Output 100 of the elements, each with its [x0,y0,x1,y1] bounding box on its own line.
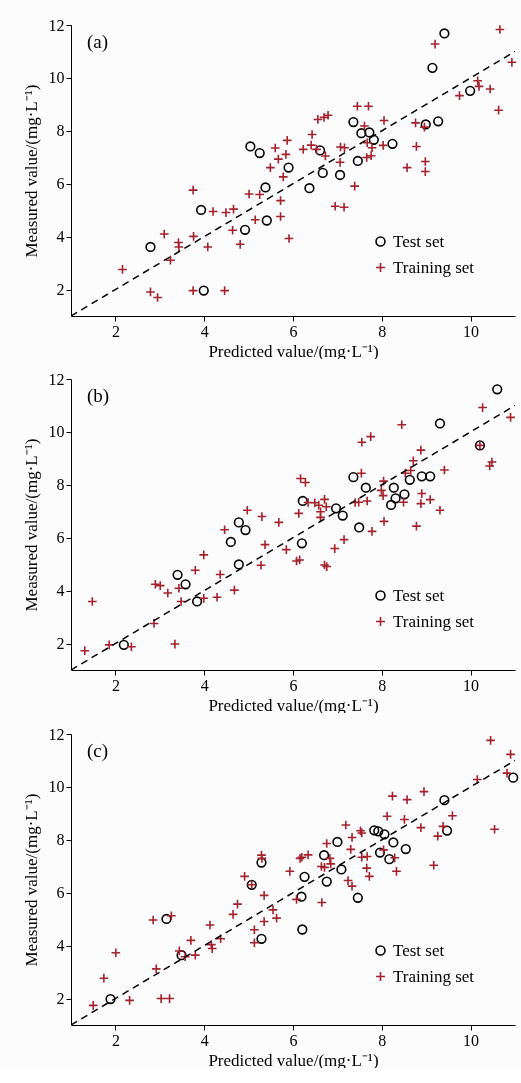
y-tick-label: 4 [56,582,65,600]
y-tick-label: 6 [56,175,65,193]
point [399,489,410,500]
point [195,204,207,216]
x-tick-label: 6 [289,322,298,340]
point [180,579,191,590]
point [368,134,379,145]
point [369,825,380,836]
x-tick-label: 10 [463,676,480,694]
point [296,538,308,549]
point [233,559,244,570]
x-tick-label: 8 [378,676,387,694]
point [225,536,236,548]
point [233,517,244,528]
point [434,418,446,429]
point [256,933,267,944]
x-tick-label: 10 [463,1031,480,1049]
point [508,772,519,783]
point [317,167,328,178]
y-tick-label: 2 [56,635,65,653]
x-tick-label: 6 [289,676,298,694]
y-tick-label: 12 [48,16,65,34]
point [441,825,453,836]
x-tick-label: 2 [111,1031,120,1049]
y-tick-label: 10 [48,69,65,87]
point [352,892,363,903]
point [161,913,172,925]
point [256,857,267,868]
point [354,522,365,533]
point [145,241,156,253]
point [283,162,294,173]
x-tick-label: 4 [200,676,209,694]
annotation: (b) [87,385,110,407]
point [191,596,203,607]
point [433,116,444,127]
legend-label: Training set [393,611,475,631]
point [387,138,398,149]
point [439,795,450,806]
annotation: (c) [87,740,109,762]
point [296,891,307,902]
legend-label: Test set [393,940,445,960]
point [198,285,209,296]
point [425,471,436,482]
point [373,826,384,837]
point [364,127,375,138]
point [492,384,503,395]
legend-label: Training set [393,257,475,277]
y-tick-label: 4 [56,228,65,246]
point [385,499,397,511]
point [427,62,438,73]
point [299,871,310,882]
x-tick-label: 8 [378,1031,387,1049]
legend-label: Training set [393,966,475,986]
legend-label: Test set [393,585,445,605]
y-tick-label: 2 [56,281,65,299]
x-tick-label: 4 [200,322,209,340]
point [318,850,330,861]
point [379,829,390,840]
y-tick-label: 2 [56,990,65,1008]
y-axis-title: Measured value/(mg·L⁻¹) [21,793,41,967]
point [416,471,427,482]
y-tick-label: 4 [56,937,65,955]
point [352,155,363,167]
y-axis-title: Measured value/(mg·L⁻¹) [21,438,41,612]
y-tick-label: 12 [48,725,65,743]
y-tick-label: 8 [56,476,65,494]
point [465,85,476,96]
point [240,524,251,536]
point [337,510,348,521]
x-tick-label: 4 [200,1031,209,1049]
point [105,993,116,1005]
point [330,503,342,514]
point [118,639,129,650]
point [356,128,367,139]
point [245,141,256,152]
point [297,495,308,507]
point [384,854,395,865]
point [348,472,359,483]
point [254,147,265,159]
point [404,474,415,485]
legend-label: Test set [393,231,445,251]
point [348,116,359,128]
point [239,224,251,235]
y-tick-label: 12 [48,370,65,388]
annotation: (a) [87,31,109,53]
point [390,493,401,504]
point [336,864,347,875]
point [176,950,187,961]
y-tick-label: 10 [48,778,65,796]
point [332,836,343,848]
point [360,482,371,493]
x-tick-label: 2 [111,322,120,340]
point [260,182,271,193]
point [172,569,183,580]
x-tick-label: 8 [378,322,387,340]
y-axis-title: Measured value/(mg·L⁻¹) [21,84,41,258]
y-tick-label: 6 [56,529,65,547]
y-tick-label: 10 [48,423,65,441]
point [400,843,411,855]
point [334,169,346,181]
